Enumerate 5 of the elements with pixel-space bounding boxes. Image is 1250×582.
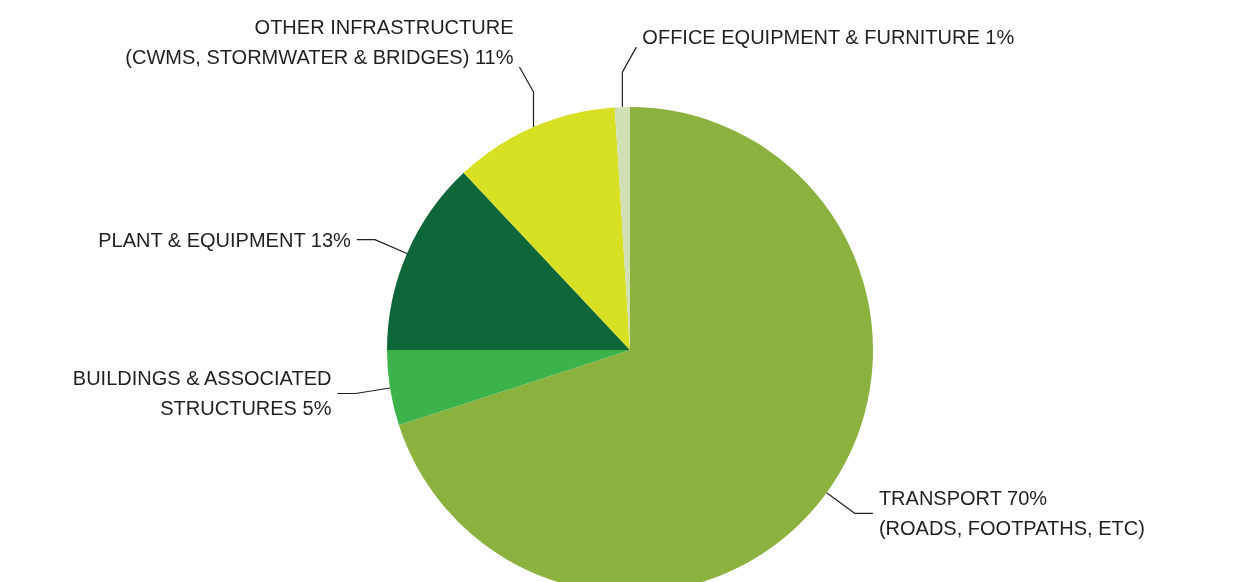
slice-label: BUILDINGS & ASSOCIATED STRUCTURES 5% [72,367,332,420]
slice-label: OTHER INFRASTRUCTURE (CWMS, STORMWATER & BRIDGES) 11% [125,15,514,68]
slice-label: PLANT & EQUIPMENT 13% [98,228,352,251]
slice-label: TRANSPORT 70% (ROADS, FOOTPATHS, ETC) [878,487,1145,540]
slice-label: OFFICE EQUIPMENT & FURNITURE 1% [642,26,1015,49]
